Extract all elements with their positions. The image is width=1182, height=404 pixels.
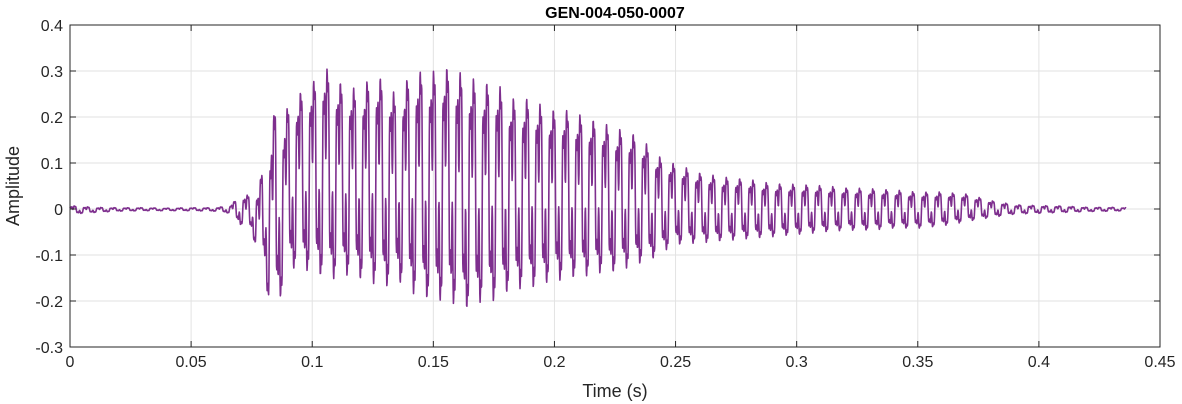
y-axis-ticks: -0.3 -0.2 -0.1 0 0.1 0.2 0.3 0.4	[35, 18, 1160, 357]
x-tick-label: 0	[66, 354, 75, 371]
x-tick-label: 0.05	[176, 354, 207, 371]
y-tick-label: 0.3	[41, 64, 63, 81]
x-tick-label: 0.3	[786, 354, 808, 371]
x-tick-label: 0.4	[1028, 354, 1050, 371]
y-tick-label: -0.2	[35, 294, 63, 311]
x-tick-label: 0.1	[301, 354, 323, 371]
y-tick-label: 0.4	[41, 18, 63, 35]
x-tick-label: 0.2	[543, 354, 565, 371]
x-axis-label: Time (s)	[582, 381, 647, 401]
plot-area	[69, 68, 1127, 308]
x-tick-label: 0.25	[660, 354, 691, 371]
y-tick-label: 0.2	[41, 110, 63, 127]
x-tick-label: 0.15	[418, 354, 449, 371]
x-tick-label: 0.45	[1144, 354, 1175, 371]
y-tick-label: -0.3	[35, 340, 63, 357]
x-tick-label: 0.35	[902, 354, 933, 371]
axes-box	[69, 24, 1161, 348]
y-axis-label: Amplitude	[3, 146, 23, 226]
x-axis-ticks: 0 0.05 0.1 0.15 0.2 0.25 0.3 0.35 0.4 0.45	[66, 25, 1176, 371]
y-tick-label: 0.1	[41, 156, 63, 173]
y-tick-label: -0.1	[35, 248, 63, 265]
waveform-series-line	[69, 68, 1127, 308]
chart-title: GEN-004-050-0007	[545, 5, 685, 22]
y-tick-label: 0	[54, 202, 63, 219]
